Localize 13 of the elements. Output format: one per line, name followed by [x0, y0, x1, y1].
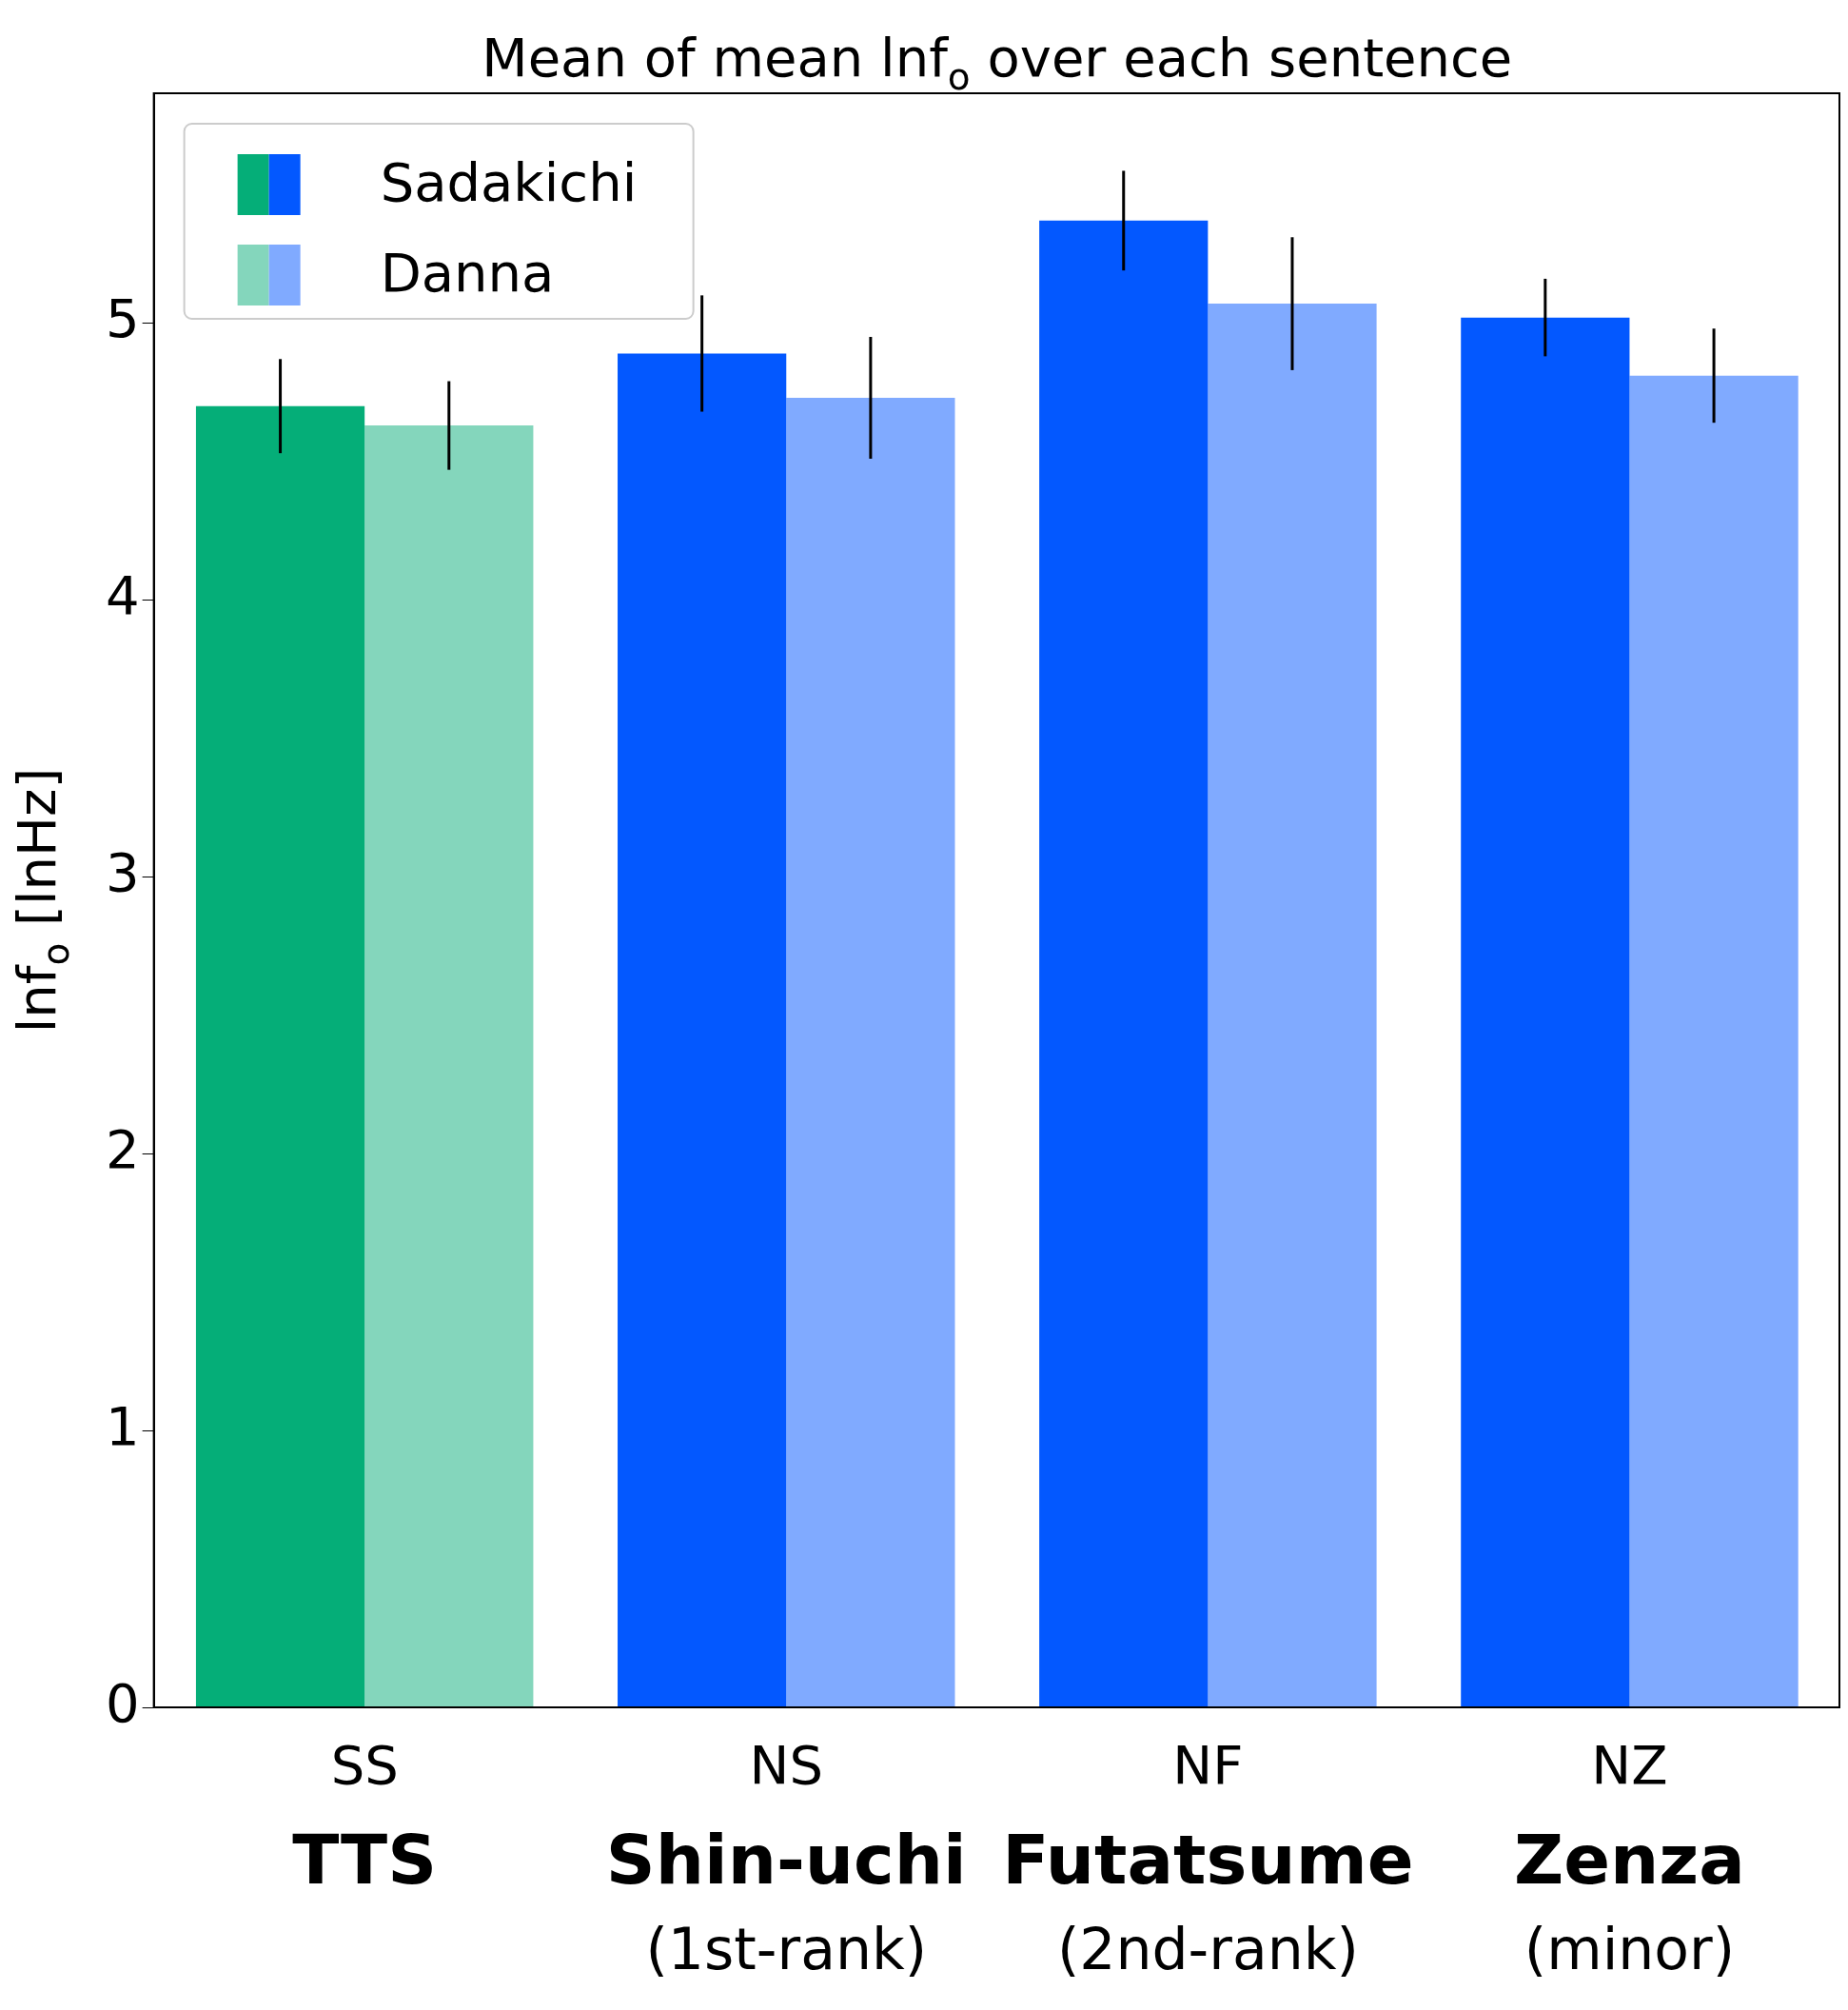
x-tick-label: NZ Zenza (minor) [1514, 1734, 1745, 1982]
y-tick-label: 2 [105, 1117, 140, 1180]
y-tick-label: 3 [105, 840, 140, 903]
y-tick-label: 0 [105, 1671, 140, 1734]
legend-label: Sadakichi [380, 150, 638, 213]
y-tick-label: 1 [105, 1394, 140, 1457]
legend-label: Danna [380, 241, 555, 304]
y-tick-label: 5 [105, 287, 140, 349]
y-tick-label: 4 [105, 563, 140, 626]
y-axis-title: lnfo [lnHz] [6, 767, 77, 1034]
x-tick-label: SS TTS [292, 1734, 438, 1900]
x-tick-label: NS Shin-uchi (1st-rank) [605, 1734, 967, 1982]
x-tick-label: NF Futatsume (2nd-rank) [1002, 1734, 1414, 1982]
